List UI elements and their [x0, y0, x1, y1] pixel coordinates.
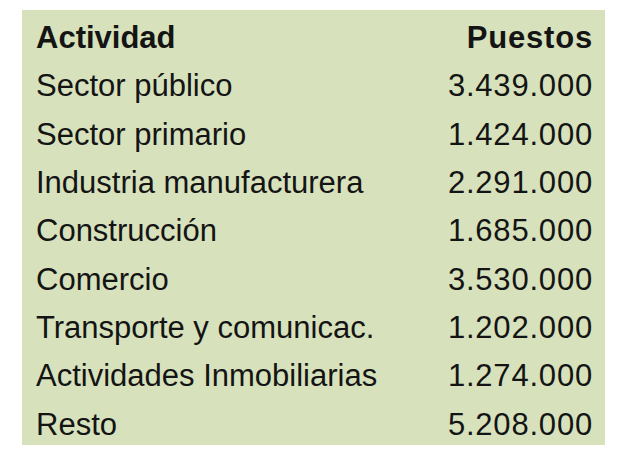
activity-cell: Comercio — [36, 262, 169, 298]
jobs-cell: 3.439.000 — [448, 68, 593, 104]
jobs-cell: 1.685.000 — [448, 213, 593, 249]
table-row: Comercio 3.530.000 — [22, 252, 605, 300]
jobs-cell: 2.291.000 — [448, 165, 593, 201]
activity-cell: Construcción — [36, 213, 217, 249]
jobs-cell: 3.530.000 — [448, 262, 593, 298]
employment-table: Actividad Puestos Sector público 3.439.0… — [22, 10, 605, 445]
table-row: Resto 5.208.000 — [22, 397, 605, 445]
jobs-cell: 1.424.000 — [448, 117, 593, 153]
jobs-cell: 5.208.000 — [448, 407, 593, 443]
jobs-cell: 1.274.000 — [448, 358, 593, 394]
activity-cell: Sector primario — [36, 117, 246, 153]
table-row: Actividades Inmobiliarias 1.274.000 — [22, 348, 605, 396]
activity-cell: Industria manufacturera — [36, 165, 363, 201]
table-row: Sector primario 1.424.000 — [22, 107, 605, 155]
table-row: Industria manufacturera 2.291.000 — [22, 155, 605, 203]
table-row: Transporte y comunicac. 1.202.000 — [22, 300, 605, 348]
activity-cell: Transporte y comunicac. — [36, 310, 374, 346]
jobs-cell: 1.202.000 — [448, 310, 593, 346]
activity-cell: Actividades Inmobiliarias — [36, 358, 377, 394]
table-header-row: Actividad Puestos — [22, 10, 605, 58]
activity-cell: Sector público — [36, 68, 232, 104]
activity-cell: Resto — [36, 407, 117, 443]
table-row: Construcción 1.685.000 — [22, 203, 605, 251]
column-header-puestos: Puestos — [467, 20, 593, 56]
table-row: Sector público 3.439.000 — [22, 58, 605, 106]
column-header-actividad: Actividad — [36, 20, 176, 56]
